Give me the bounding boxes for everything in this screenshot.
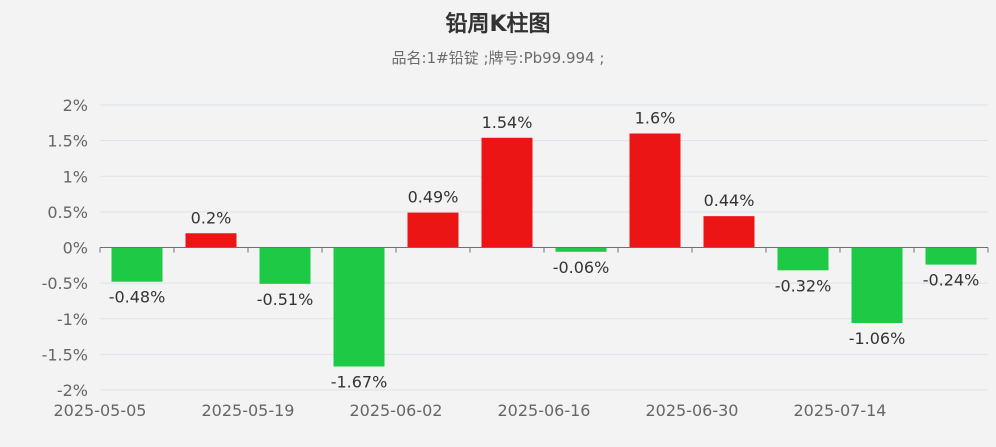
data-label: -0.51% — [257, 290, 314, 309]
data-label: -1.67% — [331, 372, 388, 391]
bar — [851, 247, 903, 324]
y-tick-label: 0.5% — [47, 203, 88, 222]
data-label: -0.06% — [553, 258, 610, 277]
bar — [703, 216, 755, 248]
data-label: 0.2% — [191, 208, 232, 227]
data-label: -0.24% — [923, 271, 980, 290]
x-tick-label: 2025-06-02 — [350, 401, 443, 420]
data-label: 1.6% — [635, 109, 676, 128]
data-label: 0.49% — [408, 188, 459, 207]
data-label: -1.06% — [849, 329, 906, 348]
bar — [555, 247, 607, 252]
y-tick-label: 1.5% — [47, 132, 88, 151]
x-tick-label: 2025-05-05 — [54, 401, 147, 420]
y-tick-label: -2% — [57, 381, 88, 400]
bar — [407, 212, 459, 248]
bar — [629, 133, 681, 248]
data-label: -0.48% — [109, 288, 166, 307]
bar — [481, 137, 533, 248]
bar — [259, 247, 311, 284]
bar — [185, 233, 237, 248]
data-label: 0.44% — [704, 191, 755, 210]
y-tick-label: -1.5% — [42, 345, 88, 364]
x-tick-label: 2025-06-30 — [646, 401, 739, 420]
y-tick-label: -0.5% — [42, 274, 88, 293]
x-tick-label: 2025-07-14 — [794, 401, 887, 420]
data-label: 1.54% — [482, 113, 533, 132]
bar — [111, 247, 163, 282]
bar — [333, 247, 385, 367]
y-tick-label: 0% — [63, 239, 88, 258]
y-tick-label: 1% — [63, 167, 88, 186]
y-tick-label: 2% — [63, 96, 88, 115]
y-tick-label: -1% — [57, 310, 88, 329]
chart-subtitle: 品名:1#铅锭 ;牌号:Pb99.994 ; — [391, 49, 605, 67]
data-label: -0.32% — [775, 276, 832, 295]
x-tick-label: 2025-05-19 — [202, 401, 295, 420]
bar — [777, 247, 829, 271]
x-tick-label: 2025-06-16 — [498, 401, 591, 420]
chart-title: 铅周K柱图 — [445, 12, 551, 37]
bar — [925, 247, 977, 265]
